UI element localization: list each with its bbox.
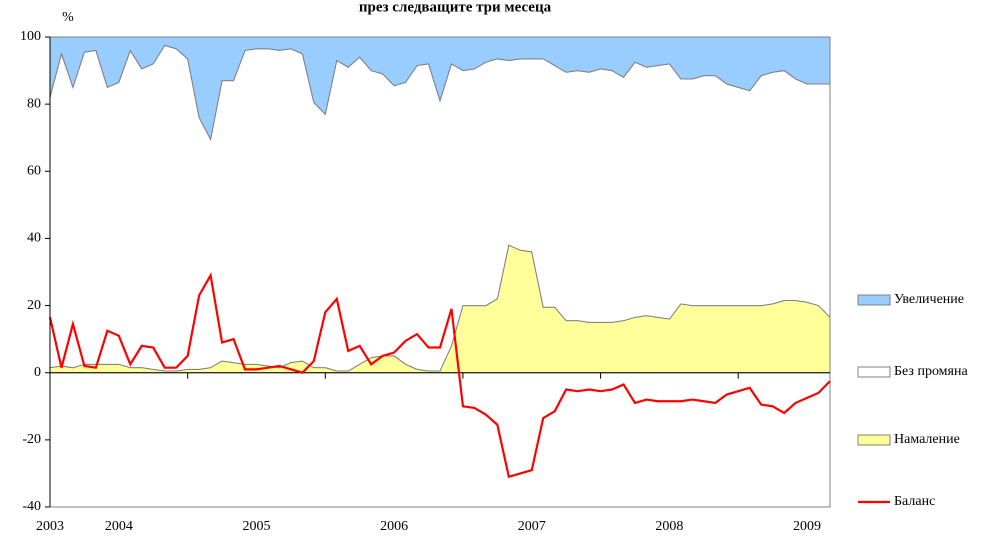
y-tick-label: -20 <box>22 432 41 447</box>
x-tick-label: 2003 <box>36 519 64 534</box>
legend-label: Намаление <box>894 432 960 447</box>
y-tick-label: -40 <box>22 499 41 514</box>
line <box>48 272 831 479</box>
y-tick-label: 20 <box>27 298 41 313</box>
y-tick-label: 80 <box>27 96 41 111</box>
chart-title: през следващите три месеца <box>359 0 552 15</box>
y-axis-label: % <box>62 10 74 25</box>
x-tick-label: 2007 <box>518 519 546 534</box>
y-tick-label: 0 <box>34 365 41 380</box>
y-tick-label: 60 <box>27 164 41 179</box>
y-tick-label: 40 <box>27 231 41 246</box>
x-tick-label: 2006 <box>380 519 408 534</box>
x-tick-label: 2008 <box>655 519 683 534</box>
x-tick-label: 2009 <box>793 519 821 534</box>
x-tick-label: 2005 <box>242 519 270 534</box>
x-tick-label: 2004 <box>105 519 133 534</box>
legend-swatch <box>857 294 891 306</box>
legend-swatch <box>857 366 891 378</box>
legend-label: Баланс <box>894 494 935 509</box>
y-tick-label: 100 <box>20 29 41 44</box>
legend-label: Увеличение <box>894 292 964 307</box>
legend-swatch <box>857 434 891 446</box>
legend-label: Без промяна <box>894 364 968 379</box>
